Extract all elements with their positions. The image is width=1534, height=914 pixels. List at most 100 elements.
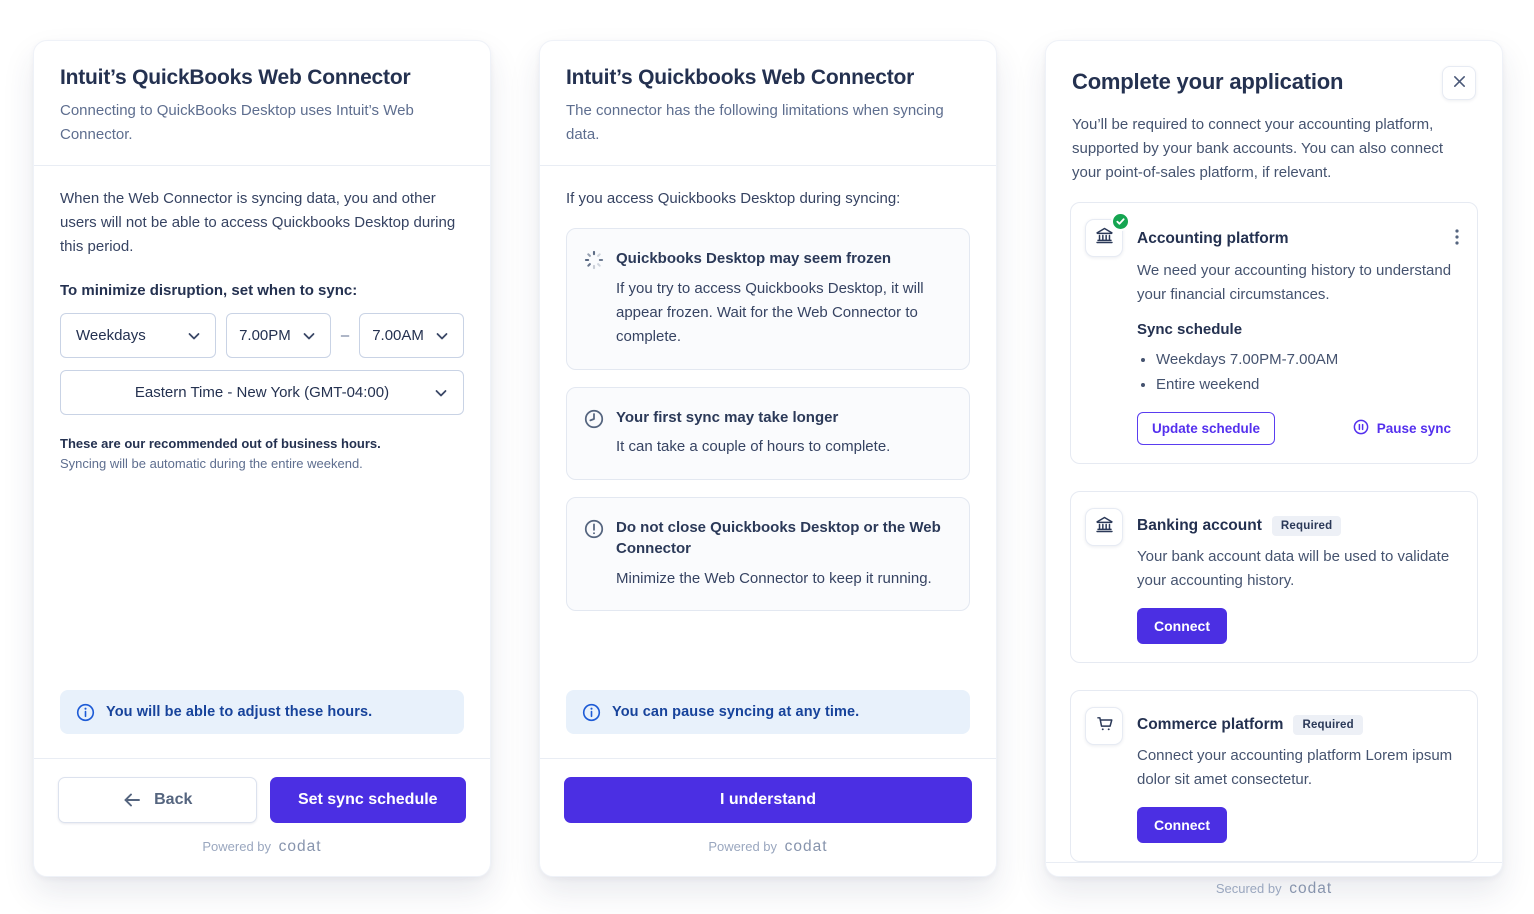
footer-buttons: Back Set sync schedule bbox=[58, 777, 466, 823]
banking-icon-tile bbox=[1085, 508, 1123, 547]
powered-by: Powered by codat bbox=[58, 823, 466, 870]
connect-banking-button[interactable]: Connect bbox=[1137, 608, 1227, 645]
start-time-select[interactable]: 7.00PM bbox=[226, 313, 331, 359]
commerce-icon-tile bbox=[1085, 707, 1123, 746]
spinner-icon bbox=[583, 249, 605, 271]
limitations-body: If you access Quickbooks Desktop during … bbox=[540, 166, 996, 758]
kebab-menu-icon[interactable] bbox=[1451, 227, 1463, 250]
sync-schedule-item: Entire weekend bbox=[1156, 372, 1463, 397]
set-sync-schedule-label: Set sync schedule bbox=[297, 791, 438, 808]
bank-icon bbox=[1094, 225, 1115, 251]
close-button[interactable] bbox=[1442, 66, 1476, 100]
shopping-cart-icon bbox=[1094, 713, 1115, 739]
i-understand-button[interactable]: I understand bbox=[564, 777, 972, 823]
start-time-value: 7.00PM bbox=[239, 327, 291, 345]
panel-subtitle: Connecting to QuickBooks Desktop uses In… bbox=[60, 102, 414, 144]
header-divider bbox=[34, 164, 490, 166]
accounting-icon-tile bbox=[1085, 212, 1130, 257]
powered-by-prefix: Powered by bbox=[202, 839, 272, 854]
pause-syncing-info-box: You can pause syncing at any time. bbox=[566, 690, 970, 734]
codat-logo: codat bbox=[1289, 880, 1333, 898]
banking-account-card: Banking account Required Your bank accou… bbox=[1070, 491, 1478, 664]
limitations-panel: Intuit’s Quickbooks Web Connector The co… bbox=[539, 40, 997, 877]
info-text: You can pause syncing at any time. bbox=[612, 704, 860, 720]
panel-title: Intuit’s Quickbooks Web Connector bbox=[566, 66, 915, 89]
codat-logo: codat bbox=[784, 838, 828, 855]
warning-body: If you try to access Quickbooks Desktop,… bbox=[616, 279, 924, 346]
warning-title: Your first sync may take longer bbox=[616, 408, 839, 426]
accounting-content: Accounting platform We need your account… bbox=[1137, 219, 1463, 446]
warning-body: Minimize the Web Connector to keep it ru… bbox=[616, 570, 932, 588]
chevron-down-icon bbox=[434, 328, 450, 344]
sync-schedule-list: Weekdays 7.00PM-7.00AM Entire weekend bbox=[1137, 347, 1463, 397]
clock-icon bbox=[583, 408, 605, 430]
chevron-down-icon bbox=[186, 328, 202, 344]
back-button[interactable]: Back bbox=[58, 777, 257, 823]
warning-body: It can take a couple of hours to complet… bbox=[616, 438, 891, 456]
set-sync-schedule-button[interactable]: Set sync schedule bbox=[269, 777, 466, 823]
limitations-header: Intuit’s Quickbooks Web Connector The co… bbox=[540, 41, 996, 165]
warning-card-content: Your first sync may take longer It can t… bbox=[616, 407, 890, 460]
complete-application-panel: Complete your application You’ll be requ… bbox=[1045, 40, 1503, 897]
pause-sync-link[interactable]: Pause sync bbox=[1353, 419, 1451, 438]
arrow-left-icon bbox=[122, 790, 142, 810]
close-icon bbox=[1452, 74, 1467, 92]
accounting-title-row: Accounting platform bbox=[1137, 227, 1463, 250]
footer-buttons: I understand bbox=[564, 777, 972, 823]
adjust-hours-info-box: You will be able to adjust these hours. bbox=[60, 690, 464, 734]
info-icon bbox=[76, 703, 95, 722]
codat-logo: codat bbox=[278, 838, 322, 855]
connect-commerce-button[interactable]: Connect bbox=[1137, 807, 1227, 844]
alert-circle-icon bbox=[583, 518, 605, 540]
warning-card-do-not-close: Do not close Quickbooks Desktop or the W… bbox=[566, 496, 970, 612]
pause-circle-icon bbox=[1353, 419, 1369, 438]
accounting-actions: Update schedule Pause sync bbox=[1137, 412, 1463, 446]
sync-schedule-footer: Back Set sync schedule Powered by codat bbox=[34, 758, 490, 876]
update-schedule-button[interactable]: Update schedule bbox=[1137, 412, 1276, 446]
powered-by: Powered by codat bbox=[564, 823, 972, 870]
intro-text: If you access Quickbooks Desktop during … bbox=[566, 189, 901, 207]
header-divider bbox=[540, 164, 996, 166]
page-title: Complete your application bbox=[1072, 69, 1344, 94]
warning-title: Do not close Quickbooks Desktop or the W… bbox=[616, 518, 941, 558]
warning-card-content: Quickbooks Desktop may seem frozen If yo… bbox=[616, 248, 949, 350]
card-body: Your bank account data will be used to v… bbox=[1137, 548, 1450, 590]
pause-sync-label: Pause sync bbox=[1376, 421, 1451, 437]
chevron-down-icon bbox=[301, 328, 317, 344]
footer-divider bbox=[1046, 862, 1502, 864]
warning-card-frozen: Quickbooks Desktop may seem frozen If yo… bbox=[566, 227, 970, 370]
card-body: Connect your accounting platform Lorem i… bbox=[1137, 747, 1453, 789]
warning-card-content: Do not close Quickbooks Desktop or the W… bbox=[616, 517, 949, 592]
commerce-content: Commerce platform Required Connect your … bbox=[1137, 707, 1463, 844]
banking-title-row: Banking account Required bbox=[1137, 516, 1463, 537]
check-badge-icon bbox=[1111, 212, 1130, 231]
commerce-platform-card: Commerce platform Required Connect your … bbox=[1070, 690, 1478, 863]
day-select[interactable]: Weekdays bbox=[60, 313, 217, 359]
info-icon bbox=[582, 703, 601, 722]
sync-schedule-title: Sync schedule bbox=[1137, 321, 1243, 338]
card-title: Commerce platform bbox=[1137, 716, 1284, 734]
limitations-footer: I understand Powered by codat bbox=[540, 758, 996, 876]
day-select-value: Weekdays bbox=[76, 327, 146, 345]
sync-schedule-body: When the Web Connector is syncing data, … bbox=[34, 166, 490, 758]
timezone-value: Eastern Time - New York (GMT-04:00) bbox=[134, 384, 390, 402]
card-body: We need your accounting history to under… bbox=[1137, 262, 1452, 303]
bank-icon bbox=[1094, 514, 1115, 540]
application-cards: Accounting platform We need your account… bbox=[1046, 185, 1502, 863]
secured-by-prefix: Secured by bbox=[1215, 881, 1282, 897]
accounting-platform-card: Accounting platform We need your account… bbox=[1070, 202, 1478, 465]
back-button-label: Back bbox=[154, 791, 193, 808]
sync-schedule-header: Intuit’s QuickBooks Web Connector Connec… bbox=[34, 41, 490, 165]
required-badge: Required bbox=[1271, 516, 1342, 537]
info-text: You will be able to adjust these hours. bbox=[106, 704, 373, 720]
commerce-title-row: Commerce platform Required bbox=[1137, 715, 1463, 736]
time-range-separator: – bbox=[340, 327, 350, 345]
panel-title: Intuit’s QuickBooks Web Connector bbox=[60, 66, 411, 89]
timezone-select[interactable]: Eastern Time - New York (GMT-04:00) bbox=[60, 370, 464, 416]
sync-time-row: Weekdays 7.00PM – 7.00AM bbox=[60, 313, 464, 359]
sync-schedule-item: Weekdays 7.00PM-7.00AM bbox=[1156, 347, 1463, 372]
end-time-select[interactable]: 7.00AM bbox=[359, 313, 464, 359]
banking-content: Banking account Required Your bank accou… bbox=[1137, 508, 1463, 645]
powered-by-prefix: Powered by bbox=[708, 839, 778, 854]
application-intro: You’ll be required to connect your accou… bbox=[1072, 116, 1444, 181]
